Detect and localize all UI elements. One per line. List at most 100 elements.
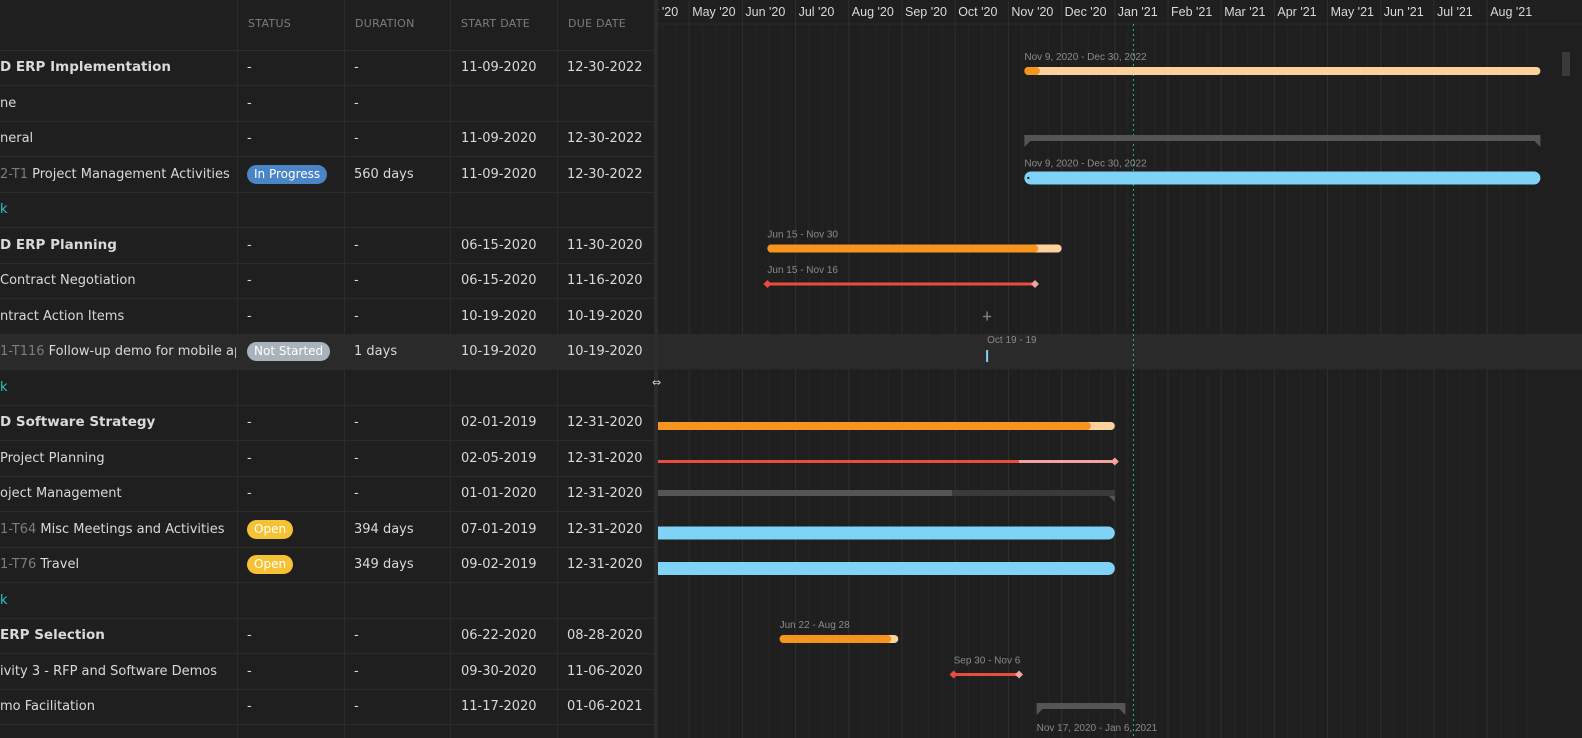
diamond-icon[interactable] [1031,280,1039,288]
table-row[interactable]: Project Planning - - 02-05-2019 12-31-2020 [0,441,654,477]
table-row[interactable]: 1-T76 Travel Open 349 days 09-02-2019 12-31-… [0,547,654,583]
status-cell[interactable]: - [247,654,342,689]
diamond-icon[interactable] [763,280,772,288]
table-row[interactable]: ne - - [0,86,654,122]
status-badge[interactable]: Open [247,555,294,574]
status-badge[interactable]: Open [247,519,294,539]
resize-handle-icon[interactable]: ⇔ [652,376,662,389]
duration-cell[interactable]: - [354,663,359,679]
task-name[interactable]: Project Management Activities [32,166,230,182]
table-row[interactable]: D Software Strategy - - 02-01-2019 12-31-202… [0,405,654,441]
status-cell[interactable]: - [247,263,342,298]
due-date-cell[interactable]: 10-19-2020 [567,344,643,359]
add-task-link[interactable]: k [0,379,8,395]
table-row[interactable]: D ERP Planning - - 06-15-2020 11-30-2020 [0,228,654,264]
task-name[interactable]: Misc Meetings and Activities [40,521,225,537]
due-date-cell[interactable]: 12-30-2022 [567,166,643,182]
table-row[interactable]: D ERP Implementation - - 11-09-2020 12-30-20… [0,50,654,86]
status-badge[interactable]: Not Started [247,342,331,361]
due-date-cell[interactable]: 12-31-2020 [567,557,643,572]
start-date-cell[interactable]: 11-09-2020 [461,60,537,75]
table-row[interactable]: oject Management - - 01-01-2020 12-31-2020 [0,476,654,512]
task-name-cell[interactable]: Project Planning [0,441,236,476]
status-cell[interactable]: - [247,86,342,121]
table-row[interactable]: Contract Negotiation - - 06-15-2020 11-16-20… [0,263,654,299]
task-name-cell[interactable]: ivity 3 - RFP and Software Demos [0,654,236,689]
status-cell[interactable]: - [247,299,342,334]
status-cell[interactable]: - [247,476,342,511]
task-name[interactable]: D Software Strategy [0,414,156,430]
start-date-cell[interactable]: 01-01-2020 [461,486,537,501]
task-name-cell[interactable]: 1-T76 Travel [0,547,236,582]
start-date-cell[interactable]: 09-02-2019 [461,557,537,572]
bar-handle-icon[interactable] [1027,176,1030,180]
table-row[interactable]: neral - - 11-09-2020 12-30-2022 [0,121,654,157]
table-row[interactable]: 2-T1 Project Management Activities In Pro… [0,157,654,193]
table-row[interactable]: k [0,583,654,619]
task-name-cell[interactable]: ntract Action Items [0,299,236,334]
status-cell[interactable]: Open [247,547,342,582]
start-date-cell[interactable]: 07-01-2019 [461,521,537,537]
status-cell[interactable]: - [247,441,342,476]
start-date-cell[interactable]: 02-05-2019 [461,450,537,466]
task-bar[interactable] [1024,171,1541,185]
duration-cell[interactable]: 560 days [354,166,414,182]
task-name-cell[interactable]: 1-T64 Misc Meetings and Activities [0,512,236,547]
task-bar[interactable] [658,562,1115,575]
duration-cell[interactable]: - [354,699,359,714]
table-row[interactable]: 1-T64 Misc Meetings and Activities Open 39… [0,512,654,548]
duration-cell[interactable]: - [354,308,359,324]
due-date-cell[interactable]: 08-28-2020 [567,628,643,643]
due-date-cell[interactable]: 12-31-2020 [567,415,643,430]
status-cell[interactable]: - [247,50,342,85]
table-row[interactable]: ivity 3 - RFP and Software Demos - - 09-30-… [0,654,654,690]
duration-cell[interactable]: 1 days [354,344,398,359]
due-date-cell[interactable]: 12-31-2020 [567,521,643,537]
pane-splitter[interactable] [654,0,658,738]
duration-cell[interactable]: - [354,628,359,643]
duration-cell[interactable]: - [354,450,359,466]
duration-column-header[interactable]: DURATION [355,17,415,30]
task-name-cell[interactable]: neral [0,121,236,156]
summary-bar[interactable] [1024,67,1541,75]
table-row[interactable]: k [0,370,654,406]
task-name-cell[interactable]: Contract Negotiation [0,263,236,298]
duration-cell[interactable]: 349 days [354,557,414,572]
task-name-cell[interactable]: ne [0,86,236,121]
duration-cell[interactable]: - [354,131,359,146]
task-name[interactable]: D ERP Planning [0,236,117,253]
add-task-link[interactable]: k [0,592,8,608]
start-date-column-header[interactable]: START DATE [461,17,531,30]
due-date-cell[interactable]: 11-30-2020 [567,237,643,253]
status-cell[interactable]: Open [247,512,342,547]
task-bar[interactable] [658,526,1115,540]
status-cell[interactable]: - [247,689,342,724]
task-name-cell[interactable]: k [0,370,236,405]
due-date-cell[interactable]: 12-30-2022 [567,131,643,146]
start-date-cell[interactable]: 11-09-2020 [461,166,537,182]
status-cell[interactable]: - [247,405,342,440]
due-date-cell[interactable]: 12-30-2022 [567,60,643,75]
start-date-cell[interactable]: 09-30-2020 [461,663,537,679]
task-name[interactable]: Follow-up demo for mobile app [48,344,236,359]
task-name-cell[interactable]: oject Management [0,476,236,511]
due-date-cell[interactable]: 01-06-2021 [567,699,643,714]
due-date-column-header[interactable]: DUE DATE [568,17,626,30]
due-date-cell[interactable]: 11-16-2020 [567,273,643,288]
start-date-cell[interactable]: 06-22-2020 [461,628,537,643]
start-date-cell[interactable]: 10-19-2020 [461,344,537,359]
table-row[interactable]: mo Facilitation - - 11-17-2020 01-06-2021 [0,689,654,725]
task-name[interactable]: ivity 3 - RFP and Software Demos [0,663,217,679]
status-cell[interactable]: In Progress [247,157,342,192]
due-date-cell[interactable]: 12-31-2020 [567,450,643,466]
task-name-cell[interactable]: D ERP Implementation [0,50,236,85]
task-name-cell[interactable]: mo Facilitation [0,689,236,724]
task-name-cell[interactable]: 1-T116 Follow-up demo for mobile app [0,334,236,369]
add-task-link[interactable]: k [0,202,8,217]
start-date-cell[interactable]: 02-01-2019 [461,415,537,430]
task-name[interactable]: mo Facilitation [0,699,95,714]
status-cell[interactable]: Not Started [247,334,342,369]
duration-cell[interactable]: 394 days [354,521,414,537]
task-name[interactable]: Contract Negotiation [0,273,136,288]
due-date-cell[interactable] [567,86,652,121]
